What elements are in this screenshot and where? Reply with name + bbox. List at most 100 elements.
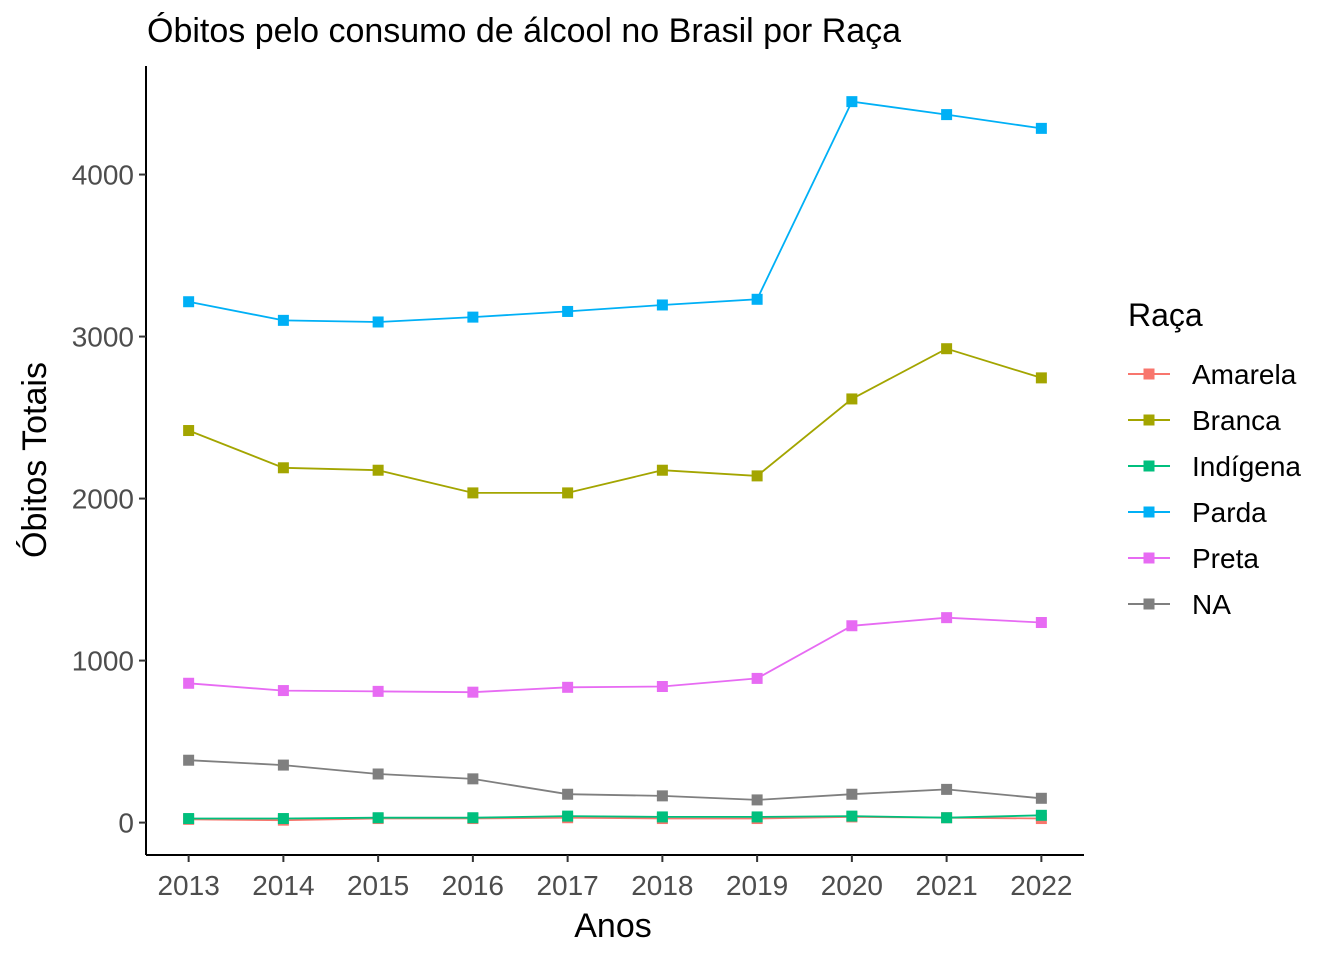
point-parda	[183, 296, 195, 308]
y-tick-label: 4000	[72, 160, 134, 191]
point-branca	[1035, 372, 1047, 384]
point-na	[846, 788, 858, 800]
point-preta	[846, 620, 858, 632]
x-tick-label: 2021	[915, 870, 977, 901]
point-preta	[941, 612, 953, 624]
point-indigena	[183, 813, 195, 825]
point-branca	[751, 470, 763, 482]
point-na	[656, 790, 668, 802]
x-tick-label: 2014	[252, 870, 314, 901]
x-tick-label: 2020	[821, 870, 883, 901]
series-line-preta	[188, 616, 1042, 694]
legend-item-indigena: Indígena	[1128, 451, 1301, 482]
y-axis: 0 1000 2000 3000 4000	[72, 66, 147, 855]
legend-title: Raça	[1128, 297, 1203, 333]
point-indigena	[1035, 809, 1047, 821]
series-line-branca	[188, 347, 1042, 494]
y-tick-label: 3000	[72, 322, 134, 353]
point-preta	[1035, 617, 1047, 629]
point-branca	[183, 425, 195, 437]
point-na	[1035, 792, 1047, 804]
point-indigena	[467, 812, 479, 824]
x-tick-label: 2018	[631, 870, 693, 901]
point-parda	[372, 316, 384, 328]
chart-title: Óbitos pelo consumo de álcool no Brasil …	[147, 12, 901, 50]
point-preta	[183, 677, 195, 689]
point-preta	[277, 685, 289, 697]
point-branca	[277, 462, 289, 474]
legend-label: NA	[1192, 589, 1231, 620]
point-branca	[846, 393, 858, 405]
series-indigena	[183, 809, 1047, 825]
point-parda	[751, 293, 763, 305]
point-indigena	[277, 813, 289, 825]
point-na	[562, 788, 574, 800]
legend-key-marker	[1143, 506, 1155, 518]
point-parda	[1035, 122, 1047, 134]
point-indigena	[656, 811, 668, 823]
point-na	[372, 768, 384, 780]
point-na	[467, 773, 479, 785]
series-parda	[183, 96, 1047, 328]
x-axis: 2013 2014 2015 2016 2017 2018 2019 2020 2021 2022	[146, 854, 1084, 901]
point-indigena	[846, 810, 858, 822]
point-preta	[656, 681, 668, 693]
legend-key-marker	[1143, 598, 1155, 610]
plot-area	[183, 96, 1047, 826]
point-parda	[467, 311, 479, 323]
point-na	[751, 794, 763, 806]
legend-item-branca: Branca	[1128, 405, 1281, 436]
legend-key-marker	[1143, 414, 1155, 426]
point-parda	[846, 96, 858, 108]
legend-key-marker	[1143, 460, 1155, 472]
point-indigena	[562, 810, 574, 822]
point-na	[183, 754, 195, 766]
legend-item-amarela: Amarela	[1128, 359, 1297, 390]
point-preta	[562, 681, 574, 693]
point-branca	[372, 464, 384, 476]
point-na	[277, 759, 289, 771]
legend-item-na: NA	[1128, 589, 1231, 620]
point-preta	[751, 672, 763, 684]
point-parda	[277, 314, 289, 326]
series-line-na	[188, 759, 1042, 801]
legend-item-preta: Preta	[1128, 543, 1259, 574]
point-preta	[467, 686, 479, 698]
point-preta	[372, 685, 384, 697]
y-tick-label: 2000	[72, 484, 134, 515]
legend: Raça Amarela Branca Indígena Parda Preta NA	[1128, 297, 1301, 620]
legend-item-parda: Parda	[1128, 497, 1267, 528]
series-branca	[183, 343, 1047, 499]
point-branca	[941, 343, 953, 355]
x-tick-label: 2015	[347, 870, 409, 901]
y-tick-label: 1000	[72, 646, 134, 677]
point-branca	[562, 487, 574, 499]
series-line-parda	[188, 100, 1042, 323]
x-tick-label: 2013	[157, 870, 219, 901]
point-branca	[467, 487, 479, 499]
legend-key-marker	[1143, 552, 1155, 564]
x-axis-title: Anos	[574, 907, 652, 945]
legend-label: Amarela	[1192, 359, 1297, 390]
point-parda	[656, 299, 668, 311]
point-na	[941, 783, 953, 795]
series-na	[183, 754, 1047, 806]
x-tick-label: 2016	[442, 870, 504, 901]
point-parda	[562, 305, 574, 317]
legend-label: Preta	[1192, 543, 1259, 574]
series-preta	[183, 612, 1047, 698]
point-indigena	[372, 812, 384, 824]
legend-label: Branca	[1192, 405, 1281, 436]
legend-label: Indígena	[1192, 451, 1301, 482]
legend-key-marker	[1143, 368, 1155, 380]
point-parda	[941, 109, 953, 121]
y-axis-title: Óbitos Totais	[16, 362, 54, 558]
point-indigena	[941, 812, 953, 824]
point-indigena	[751, 811, 763, 823]
legend-label: Parda	[1192, 497, 1267, 528]
series-line-indigena	[188, 814, 1042, 820]
point-branca	[656, 464, 668, 476]
x-tick-label: 2017	[536, 870, 598, 901]
x-tick-label: 2019	[726, 870, 788, 901]
